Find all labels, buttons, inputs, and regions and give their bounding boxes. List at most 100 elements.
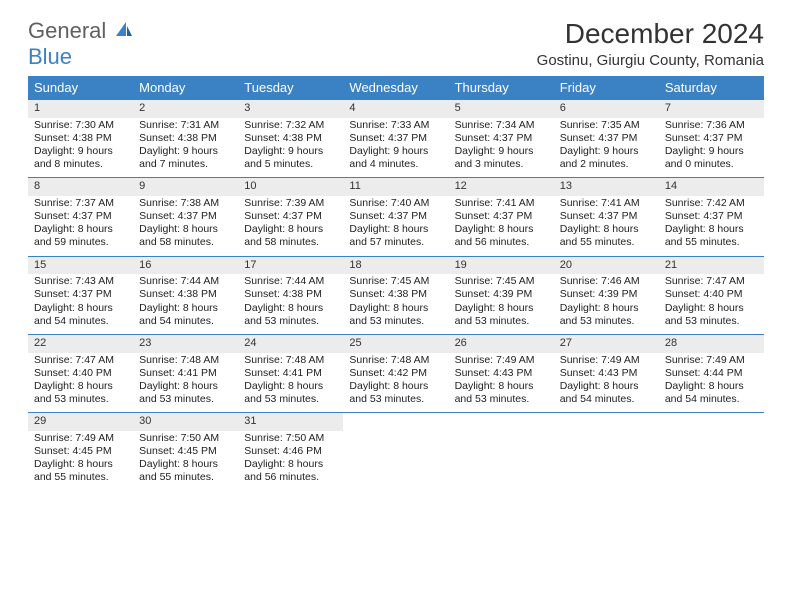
day-number-cell (659, 413, 764, 431)
day-number-cell: 17 (238, 256, 343, 274)
sunset-text: Sunset: 4:43 PM (560, 367, 653, 380)
daylight-text: Daylight: 9 hours and 0 minutes. (665, 145, 758, 171)
day-info-cell: Sunrise: 7:30 AMSunset: 4:38 PMDaylight:… (28, 118, 133, 178)
sunset-text: Sunset: 4:37 PM (244, 210, 337, 223)
day-info-cell: Sunrise: 7:49 AMSunset: 4:43 PMDaylight:… (449, 353, 554, 413)
daylight-text: Daylight: 8 hours and 53 minutes. (34, 380, 127, 406)
daylight-text: Daylight: 8 hours and 53 minutes. (455, 302, 548, 328)
day-number-cell: 4 (343, 100, 448, 118)
day-info-cell: Sunrise: 7:48 AMSunset: 4:41 PMDaylight:… (133, 353, 238, 413)
day-info-cell: Sunrise: 7:48 AMSunset: 4:41 PMDaylight:… (238, 353, 343, 413)
day-info-cell (659, 431, 764, 491)
dayhdr-sat: Saturday (659, 76, 764, 100)
day-number-cell: 24 (238, 334, 343, 352)
day-number-cell: 10 (238, 178, 343, 196)
sunrise-text: Sunrise: 7:37 AM (34, 197, 127, 210)
day-info-cell: Sunrise: 7:49 AMSunset: 4:43 PMDaylight:… (554, 353, 659, 413)
daylight-text: Daylight: 8 hours and 55 minutes. (139, 458, 232, 484)
daylight-text: Daylight: 9 hours and 7 minutes. (139, 145, 232, 171)
day-number-cell: 11 (343, 178, 448, 196)
day-info-cell: Sunrise: 7:41 AMSunset: 4:37 PMDaylight:… (554, 196, 659, 256)
day-number-cell: 20 (554, 256, 659, 274)
day-info-cell: Sunrise: 7:44 AMSunset: 4:38 PMDaylight:… (133, 274, 238, 334)
day-info-cell: Sunrise: 7:47 AMSunset: 4:40 PMDaylight:… (659, 274, 764, 334)
logo-line1: General (28, 18, 106, 43)
sunset-text: Sunset: 4:37 PM (34, 210, 127, 223)
sunset-text: Sunset: 4:44 PM (665, 367, 758, 380)
day-number-cell: 26 (449, 334, 554, 352)
sunrise-text: Sunrise: 7:47 AM (34, 354, 127, 367)
day-number-cell: 21 (659, 256, 764, 274)
info-row: Sunrise: 7:37 AMSunset: 4:37 PMDaylight:… (28, 196, 764, 256)
daylight-text: Daylight: 9 hours and 5 minutes. (244, 145, 337, 171)
day-info-cell: Sunrise: 7:43 AMSunset: 4:37 PMDaylight:… (28, 274, 133, 334)
sunset-text: Sunset: 4:42 PM (349, 367, 442, 380)
sail-icon (114, 20, 134, 38)
daylight-text: Daylight: 8 hours and 54 minutes. (665, 380, 758, 406)
day-number-cell: 16 (133, 256, 238, 274)
day-number-cell: 29 (28, 413, 133, 431)
sunset-text: Sunset: 4:38 PM (244, 132, 337, 145)
daylight-text: Daylight: 8 hours and 53 minutes. (139, 380, 232, 406)
sunrise-text: Sunrise: 7:48 AM (139, 354, 232, 367)
day-info-cell: Sunrise: 7:46 AMSunset: 4:39 PMDaylight:… (554, 274, 659, 334)
daylight-text: Daylight: 8 hours and 54 minutes. (34, 302, 127, 328)
daylight-text: Daylight: 8 hours and 58 minutes. (139, 223, 232, 249)
day-info-cell: Sunrise: 7:50 AMSunset: 4:45 PMDaylight:… (133, 431, 238, 491)
logo: General Blue (28, 18, 134, 70)
sunset-text: Sunset: 4:41 PM (244, 367, 337, 380)
day-number-cell: 1 (28, 100, 133, 118)
sunrise-text: Sunrise: 7:35 AM (560, 119, 653, 132)
sunset-text: Sunset: 4:37 PM (560, 132, 653, 145)
sunset-text: Sunset: 4:37 PM (455, 210, 548, 223)
daylight-text: Daylight: 8 hours and 53 minutes. (349, 380, 442, 406)
daylight-text: Daylight: 9 hours and 2 minutes. (560, 145, 653, 171)
sunrise-text: Sunrise: 7:50 AM (139, 432, 232, 445)
day-info-cell: Sunrise: 7:31 AMSunset: 4:38 PMDaylight:… (133, 118, 238, 178)
sunrise-text: Sunrise: 7:39 AM (244, 197, 337, 210)
info-row: Sunrise: 7:30 AMSunset: 4:38 PMDaylight:… (28, 118, 764, 178)
sunset-text: Sunset: 4:37 PM (665, 132, 758, 145)
day-number-cell: 28 (659, 334, 764, 352)
day-number-cell: 6 (554, 100, 659, 118)
day-number-cell: 15 (28, 256, 133, 274)
sunset-text: Sunset: 4:38 PM (34, 132, 127, 145)
daylight-text: Daylight: 8 hours and 54 minutes. (560, 380, 653, 406)
sunset-text: Sunset: 4:45 PM (34, 445, 127, 458)
daylight-text: Daylight: 9 hours and 3 minutes. (455, 145, 548, 171)
day-number-cell: 25 (343, 334, 448, 352)
sunrise-text: Sunrise: 7:49 AM (455, 354, 548, 367)
sunset-text: Sunset: 4:37 PM (560, 210, 653, 223)
info-row: Sunrise: 7:43 AMSunset: 4:37 PMDaylight:… (28, 274, 764, 334)
sunrise-text: Sunrise: 7:38 AM (139, 197, 232, 210)
sunset-text: Sunset: 4:40 PM (665, 288, 758, 301)
day-info-cell: Sunrise: 7:42 AMSunset: 4:37 PMDaylight:… (659, 196, 764, 256)
daylight-text: Daylight: 8 hours and 59 minutes. (34, 223, 127, 249)
daynum-row: 891011121314 (28, 178, 764, 196)
sunset-text: Sunset: 4:45 PM (139, 445, 232, 458)
sunset-text: Sunset: 4:37 PM (349, 210, 442, 223)
daynum-row: 293031 (28, 413, 764, 431)
logo-line2: Blue (28, 44, 72, 69)
sunrise-text: Sunrise: 7:44 AM (139, 275, 232, 288)
day-info-cell: Sunrise: 7:50 AMSunset: 4:46 PMDaylight:… (238, 431, 343, 491)
day-info-cell: Sunrise: 7:32 AMSunset: 4:38 PMDaylight:… (238, 118, 343, 178)
sunrise-text: Sunrise: 7:34 AM (455, 119, 548, 132)
sunrise-text: Sunrise: 7:36 AM (665, 119, 758, 132)
day-number-cell: 18 (343, 256, 448, 274)
sunset-text: Sunset: 4:38 PM (139, 132, 232, 145)
day-number-cell (554, 413, 659, 431)
daylight-text: Daylight: 8 hours and 53 minutes. (244, 380, 337, 406)
sunrise-text: Sunrise: 7:49 AM (560, 354, 653, 367)
sunrise-text: Sunrise: 7:30 AM (34, 119, 127, 132)
day-number-cell: 23 (133, 334, 238, 352)
sunrise-text: Sunrise: 7:49 AM (34, 432, 127, 445)
dayhdr-mon: Monday (133, 76, 238, 100)
sunset-text: Sunset: 4:38 PM (139, 288, 232, 301)
day-number-cell: 19 (449, 256, 554, 274)
day-number-cell: 22 (28, 334, 133, 352)
location: Gostinu, Giurgiu County, Romania (537, 52, 764, 69)
sunrise-text: Sunrise: 7:45 AM (455, 275, 548, 288)
sunrise-text: Sunrise: 7:41 AM (560, 197, 653, 210)
dayhdr-wed: Wednesday (343, 76, 448, 100)
